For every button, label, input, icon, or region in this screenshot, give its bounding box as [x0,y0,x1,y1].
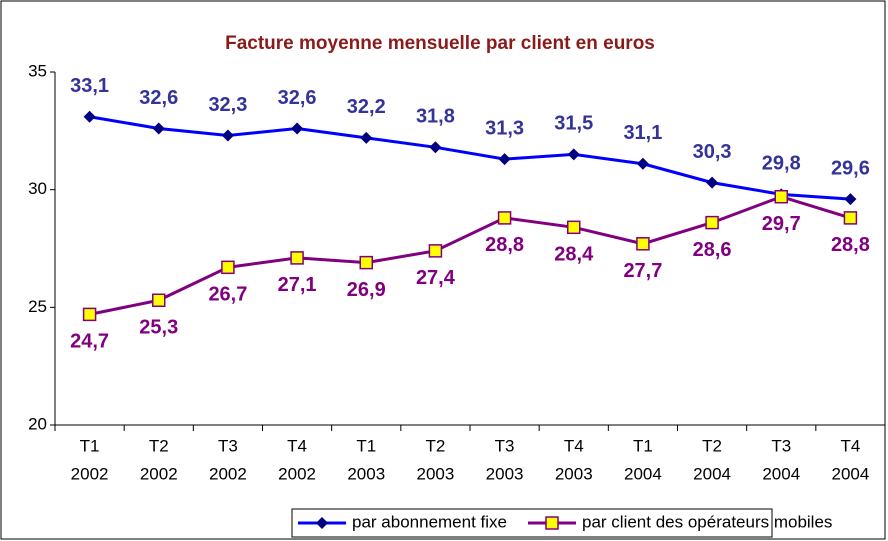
legend-label: par client des opérateurs mobiles [582,512,832,531]
data-label: 31,1 [623,122,662,144]
data-label: 27,4 [416,267,456,289]
data-label: 31,3 [485,117,524,139]
data-label: 31,8 [416,106,455,128]
marker [844,193,857,206]
x-tick-label: T1 [633,436,653,455]
data-label: 24,7 [70,331,109,353]
x-tick-label: T2 [702,436,722,455]
x-tick-label: 2003 [417,464,455,483]
x-tick-label: 2002 [278,464,316,483]
x-tick-label: 2002 [209,464,247,483]
data-label: 32,3 [208,94,247,116]
data-label: 31,5 [554,113,593,135]
marker [429,141,442,154]
data-label: 27,7 [623,260,662,282]
y-tick-label: 25 [28,297,47,316]
data-label: 25,3 [139,317,178,339]
x-tick-label: T1 [356,436,376,455]
x-tick-label: T3 [771,436,791,455]
data-label: 26,7 [208,284,247,306]
series-line [89,115,851,201]
x-tick-label: 2004 [832,464,870,483]
data-label: 30,3 [693,141,732,163]
marker [83,110,96,123]
x-tick-label: 2003 [347,464,385,483]
x-tick-label: 2004 [624,464,662,483]
x-tick-label: 2002 [140,464,178,483]
x-tick-label: 2002 [71,464,109,483]
y-tick-label: 30 [28,179,47,198]
marker [497,211,512,225]
marker [359,255,373,270]
data-label: 32,6 [139,87,178,109]
x-tick-label: T3 [495,436,515,455]
y-tick-label: 20 [28,414,47,433]
data-label: 27,1 [278,274,317,296]
data-label: 29,8 [762,153,801,175]
marker [290,251,304,265]
x-tick-label: T3 [218,436,238,455]
marker [152,122,165,135]
x-tick-label: T2 [425,436,445,455]
x-tick-label: 2004 [693,464,731,483]
x-tick-label: 2003 [555,464,593,483]
data-label: 28,6 [693,239,732,261]
marker [428,244,443,258]
marker [706,176,719,189]
x-tick-label: 2003 [486,464,524,483]
series-line [89,195,851,316]
marker [843,211,858,225]
marker [636,157,649,170]
x-tick-label: T2 [149,436,169,455]
x-tick-label: T4 [287,436,307,455]
marker [567,220,581,235]
marker [705,215,719,230]
data-label: 29,6 [831,157,870,179]
data-label: 32,6 [278,87,317,109]
y-tick-label: 35 [28,61,47,80]
marker [774,189,788,204]
chart-title: Facture moyenne mensuelle par client en … [225,33,655,54]
legend-marker [545,516,559,530]
data-label: 26,9 [347,279,386,301]
legend-marker [316,517,328,529]
marker [221,129,234,142]
marker [221,260,235,275]
legend-label: par abonnement fixe [352,512,507,531]
marker [498,153,511,166]
marker [82,307,97,322]
data-label: 28,8 [831,234,870,256]
data-label: 29,7 [762,213,801,235]
marker [636,237,650,251]
data-label: 33,1 [70,75,109,97]
marker [291,122,304,135]
data-label: 28,4 [554,244,594,266]
x-tick-label: T1 [80,436,100,455]
marker [360,131,373,144]
x-tick-label: T4 [840,436,860,455]
marker [567,148,580,161]
data-label: 28,8 [485,234,524,256]
x-tick-label: T4 [564,436,584,455]
data-label: 32,2 [347,96,386,118]
x-tick-label: 2004 [762,464,800,483]
marker [152,293,166,308]
